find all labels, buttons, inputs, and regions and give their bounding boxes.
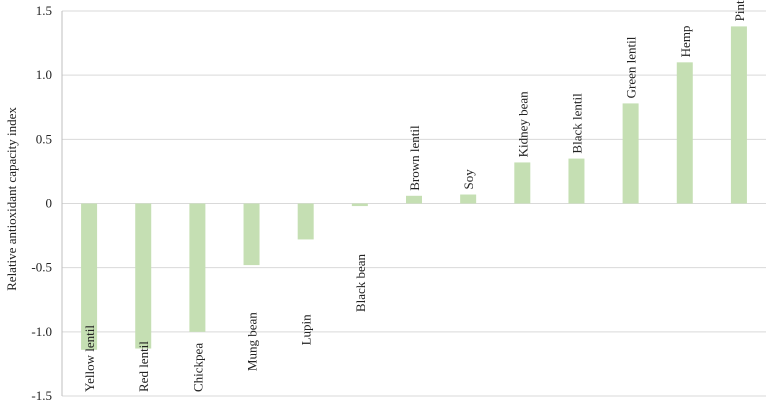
bar-4 xyxy=(297,203,314,240)
bar-3 xyxy=(243,203,260,266)
bar-10 xyxy=(622,103,639,204)
bar-1 xyxy=(135,203,152,349)
category-label: Green lentil xyxy=(624,36,639,98)
category-label: Yellow lentil xyxy=(82,325,97,392)
category-label: Soy xyxy=(461,169,476,190)
category-label: Mung bean xyxy=(245,312,260,371)
y-tick-label: -1.5 xyxy=(31,388,52,403)
y-tick-label: 0 xyxy=(46,196,53,211)
category-labels: Yellow lentil Red lentil Chickpea Mung bean… xyxy=(82,0,747,392)
bar-12 xyxy=(730,26,747,204)
y-axis-ticks: 1.5 1.0 0.5 0 -0.5 -1.0 -1.5 xyxy=(31,3,52,403)
category-label: Chickpea xyxy=(190,343,205,392)
category-label: Black bean xyxy=(353,253,368,312)
y-tick-label: 1.5 xyxy=(36,3,52,18)
y-tick-label: 1.0 xyxy=(36,67,52,82)
bar-8 xyxy=(514,162,531,204)
bar-5 xyxy=(351,203,368,207)
bar-7 xyxy=(460,194,477,204)
category-label: Red lentil xyxy=(136,341,151,392)
bar-11 xyxy=(676,62,693,204)
category-label: Hemp xyxy=(678,26,693,58)
bar-2 xyxy=(189,203,206,332)
y-tick-label: -0.5 xyxy=(31,260,52,275)
gridlines xyxy=(61,10,766,397)
category-label: Brown lentil xyxy=(407,125,422,191)
bar-9 xyxy=(568,158,585,204)
bar-6 xyxy=(406,195,422,204)
category-label: Pinto bean xyxy=(732,0,747,21)
bar-0 xyxy=(81,203,98,350)
category-label: Lupin xyxy=(299,314,314,346)
y-tick-label: 0.5 xyxy=(36,131,52,146)
y-tick-label: -1.0 xyxy=(31,324,52,339)
y-axis-title: Relative antioxidant capacity index xyxy=(4,107,19,291)
category-label: Black lentil xyxy=(569,93,584,154)
category-label: Kidney bean xyxy=(515,91,530,158)
bars xyxy=(81,26,747,350)
